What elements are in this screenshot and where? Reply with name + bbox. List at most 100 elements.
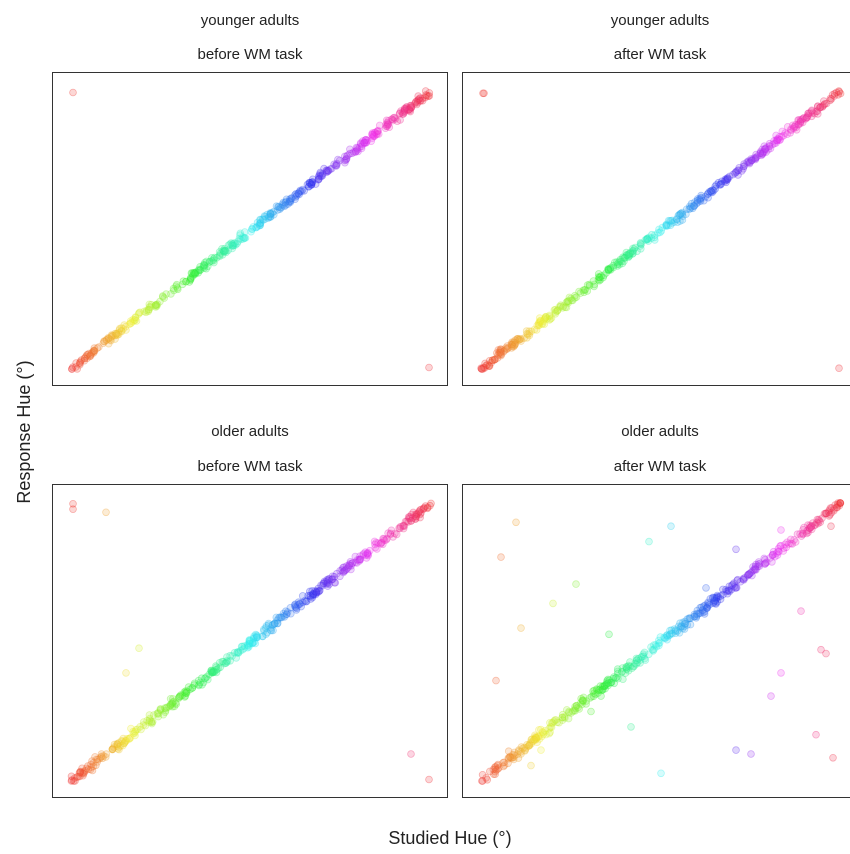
panel-1-point bbox=[382, 116, 391, 125]
panel-3-point bbox=[101, 753, 110, 761]
panel-3-point bbox=[305, 587, 314, 596]
panel-1-point bbox=[131, 313, 140, 321]
panel-4-point bbox=[806, 523, 815, 532]
panel-3-point bbox=[78, 764, 86, 773]
panel-2-point bbox=[723, 174, 732, 182]
panel-4-point bbox=[811, 520, 820, 529]
panel-1-point bbox=[113, 331, 122, 339]
panel-1-point bbox=[399, 110, 408, 118]
panel-2-point bbox=[485, 356, 494, 365]
panel-2-point bbox=[619, 254, 628, 262]
panel-2-point bbox=[606, 264, 615, 272]
panel-1-point bbox=[331, 161, 340, 170]
panel-4-point bbox=[515, 747, 523, 756]
panel-1-point bbox=[348, 149, 356, 158]
panel-4-point bbox=[636, 659, 644, 667]
panel-4-point bbox=[690, 612, 699, 621]
panel-1-point bbox=[411, 98, 420, 106]
panel-1-point bbox=[108, 331, 116, 340]
panel-3-point bbox=[416, 506, 424, 515]
panel-3-point bbox=[161, 706, 170, 715]
panel-3-point bbox=[113, 739, 121, 748]
panel-2-point bbox=[517, 335, 525, 343]
panel-3-point bbox=[181, 689, 190, 697]
panel-3-point bbox=[239, 645, 247, 654]
panel-4-point bbox=[716, 592, 725, 600]
panel-1-point bbox=[235, 234, 244, 243]
panel-1-point bbox=[416, 96, 425, 105]
panel-3-point bbox=[122, 669, 130, 677]
panel-3-point bbox=[181, 687, 190, 695]
panel-3-point bbox=[117, 737, 126, 745]
panel-4-point bbox=[510, 748, 519, 757]
panel-1-point bbox=[116, 324, 124, 333]
panel-1-point bbox=[406, 101, 415, 110]
panel-1-point bbox=[215, 251, 224, 260]
panel-3-point bbox=[115, 743, 123, 751]
panel-3-point bbox=[404, 518, 413, 526]
panel-3-point bbox=[250, 638, 258, 646]
panel-1-point bbox=[208, 254, 216, 262]
panel-2-point bbox=[499, 347, 508, 356]
panel-3-point bbox=[168, 702, 177, 711]
panel-3-point bbox=[407, 750, 415, 758]
panel-2-point bbox=[545, 311, 554, 320]
panel-1-point bbox=[305, 182, 313, 191]
panel-2-point bbox=[708, 186, 717, 194]
panel-2-point bbox=[500, 346, 509, 355]
panel-3-point bbox=[123, 735, 131, 743]
panel-1-point bbox=[228, 242, 237, 250]
panel-1-point bbox=[344, 151, 352, 159]
panel-1-point bbox=[220, 246, 229, 255]
panel-1-point bbox=[83, 350, 91, 359]
panel-2-point bbox=[541, 314, 549, 323]
panel-1-point bbox=[76, 358, 84, 367]
panel-2-point bbox=[636, 240, 645, 248]
panel-2-point bbox=[760, 148, 768, 156]
panel-2-point bbox=[594, 270, 603, 278]
panel-3-point bbox=[407, 517, 415, 525]
panel-4-point bbox=[504, 754, 513, 763]
panel-2-point bbox=[830, 92, 839, 100]
panel-2-point bbox=[536, 316, 545, 325]
panel-1-point bbox=[86, 352, 95, 360]
panel-4-point bbox=[633, 656, 641, 665]
panel-4-point bbox=[524, 742, 533, 750]
panel-3-point bbox=[347, 562, 356, 570]
panel-1-point bbox=[334, 155, 342, 164]
panel-3-point bbox=[209, 667, 218, 675]
panel-4-point bbox=[570, 706, 578, 715]
panel-2-point bbox=[725, 172, 734, 181]
panel-3-point bbox=[249, 635, 258, 643]
panel-2-point bbox=[721, 175, 730, 184]
panel-3-point bbox=[271, 619, 279, 628]
panel-2-point bbox=[760, 142, 769, 150]
panel-4-point bbox=[807, 525, 816, 534]
panel-2-point bbox=[711, 185, 720, 193]
panel-4-point bbox=[603, 676, 612, 685]
panel-2-point bbox=[623, 251, 631, 260]
panel-3-point bbox=[348, 559, 356, 568]
panel-2-point bbox=[791, 120, 800, 129]
panel-4-point bbox=[613, 667, 622, 676]
panel-3-point bbox=[359, 551, 367, 559]
panel-2-point bbox=[536, 317, 544, 326]
panel-3-point bbox=[195, 681, 203, 690]
panel-3-point bbox=[380, 536, 389, 544]
panel-1-point bbox=[231, 241, 240, 249]
panel-4-point bbox=[727, 581, 736, 590]
panel-3-point bbox=[260, 625, 268, 634]
panel-4-point bbox=[555, 718, 563, 727]
panel-4-point bbox=[671, 627, 680, 636]
panel-1-point bbox=[248, 225, 256, 233]
panel-2-plot bbox=[462, 72, 850, 386]
panel-3-point bbox=[412, 511, 421, 519]
panel-1-point bbox=[315, 173, 323, 181]
panel-4-point bbox=[690, 612, 698, 621]
panel-3-point bbox=[411, 515, 420, 523]
panel-1-point bbox=[422, 91, 430, 99]
panel-1-point bbox=[80, 354, 89, 362]
panel-1-point bbox=[173, 284, 182, 292]
panel-4-point bbox=[670, 625, 679, 633]
panel-2-point bbox=[580, 286, 589, 294]
